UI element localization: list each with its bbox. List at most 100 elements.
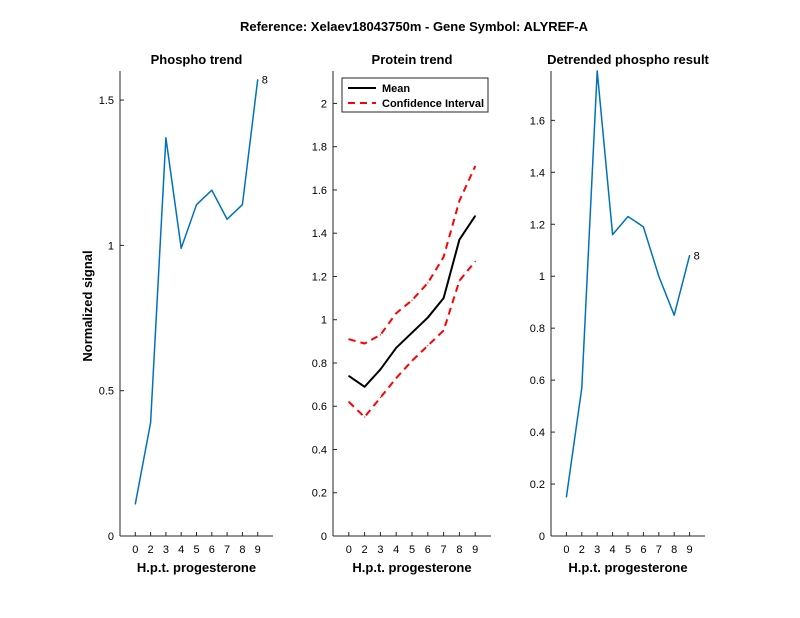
data-point: [226, 218, 228, 220]
data-point: [596, 70, 598, 72]
data-point: [443, 256, 445, 258]
y-tick-label: 0.8: [312, 358, 327, 370]
data-point: [581, 387, 583, 389]
end-point-label: 8: [262, 75, 268, 87]
legend-label: Confidence Interval: [382, 98, 484, 110]
data-point: [474, 165, 476, 167]
x-tick-label: 3: [594, 544, 600, 556]
x-tick-label: 9: [255, 544, 261, 556]
x-axis-label: H.p.t. progesterone: [137, 560, 256, 575]
y-tick-label: 0.4: [312, 444, 327, 456]
y-tick-label: 1: [321, 315, 327, 327]
data-point: [180, 247, 182, 249]
x-axis-label: H.p.t. progesterone: [568, 560, 687, 575]
data-point: [458, 239, 460, 241]
y-tick-label: 1.2: [312, 271, 327, 283]
y-tick-label: 0: [539, 531, 545, 543]
series-line-1: [565, 70, 691, 498]
x-tick-label: 6: [640, 544, 646, 556]
x-tick-label: 9: [472, 544, 478, 556]
data-point: [673, 314, 675, 316]
data-point: [348, 375, 350, 377]
data-point: [443, 297, 445, 299]
panel-title: Phospho trend: [151, 52, 243, 67]
x-tick-label: 7: [441, 544, 447, 556]
data-point: [395, 377, 397, 379]
figure-title: Reference: Xelaev18043750m - Gene Symbol…: [240, 19, 589, 34]
data-point: [165, 137, 167, 139]
data-point: [627, 215, 629, 218]
y-tick-label: 0: [321, 531, 327, 543]
x-tick-label: 7: [656, 544, 662, 556]
x-tick-label: 2: [148, 544, 154, 556]
x-tick-label: 5: [409, 544, 415, 556]
y-tick-label: 0.8: [530, 323, 545, 335]
end-point-label: 8: [694, 250, 700, 262]
x-tick-label: 8: [671, 544, 677, 556]
x-tick-label: 4: [393, 544, 399, 556]
x-tick-label: 9: [687, 544, 693, 556]
data-point: [257, 79, 259, 81]
legend-label: Mean: [382, 83, 410, 95]
legend: Mean Confidence Interval: [341, 77, 489, 113]
data-point: [379, 396, 381, 399]
y-tick-label: 0.5: [99, 386, 114, 398]
y-tick-label: 1.6: [312, 185, 327, 197]
data-point: [458, 200, 460, 202]
data-point: [395, 312, 397, 314]
y-tick-label: 1.4: [530, 167, 545, 179]
x-axis-label: H.p.t. progesterone: [352, 560, 471, 575]
y-tick-label: 0.4: [530, 427, 545, 439]
series-line-2: [348, 165, 477, 345]
y-tick-label: 0.2: [530, 479, 545, 491]
data-point: [195, 204, 198, 206]
y-axis-label: Normalized signal: [80, 250, 95, 361]
data-point: [364, 386, 366, 388]
data-point: [379, 334, 381, 336]
x-tick-label: 2: [579, 544, 585, 556]
data-point: [348, 338, 350, 340]
data-point: [241, 204, 243, 206]
y-tick-label: 1.8: [312, 142, 327, 154]
panel-title: Protein trend: [372, 52, 453, 67]
y-tick-label: 0: [108, 531, 114, 543]
x-tick-label: 0: [132, 544, 138, 556]
x-tick-label: 2: [362, 544, 368, 556]
data-point: [658, 275, 660, 277]
data-point: [427, 282, 429, 284]
data-point: [565, 496, 568, 498]
legend-box: [341, 77, 489, 113]
data-point: [642, 226, 645, 228]
x-tick-label: 4: [178, 544, 184, 556]
x-tick-label: 0: [563, 544, 569, 556]
y-tick-label: 0.6: [312, 401, 327, 413]
y-tick-label: 0.6: [530, 375, 545, 387]
y-tick-label: 1: [108, 240, 114, 252]
y-tick-label: 1.6: [530, 115, 545, 127]
chart-panel-3: 00.20.40.60.811.21.41.60 2 3 4 5 6 7 8 9Detrende…: [530, 52, 710, 575]
y-tick-label: 2: [321, 98, 327, 110]
x-tick-label: 4: [610, 544, 616, 556]
x-tick-label: 5: [193, 544, 199, 556]
data-point: [348, 401, 350, 403]
data-point: [395, 347, 397, 349]
series-line-1: [134, 79, 259, 505]
x-tick-label: 3: [163, 544, 169, 556]
x-tick-label: 3: [377, 544, 383, 556]
y-tick-label: 1: [539, 271, 545, 283]
data-point: [443, 329, 445, 332]
y-tick-label: 1.4: [312, 228, 327, 240]
panel-title: Detrended phospho result: [547, 52, 709, 67]
data-point: [427, 316, 429, 319]
data-point: [150, 422, 152, 424]
x-tick-label: 6: [425, 544, 431, 556]
data-point: [474, 215, 476, 217]
x-tick-label: 5: [625, 544, 631, 556]
x-tick-label: 7: [224, 544, 230, 556]
data-point: [379, 368, 381, 371]
data-point: [364, 416, 366, 418]
data-point: [474, 260, 476, 262]
